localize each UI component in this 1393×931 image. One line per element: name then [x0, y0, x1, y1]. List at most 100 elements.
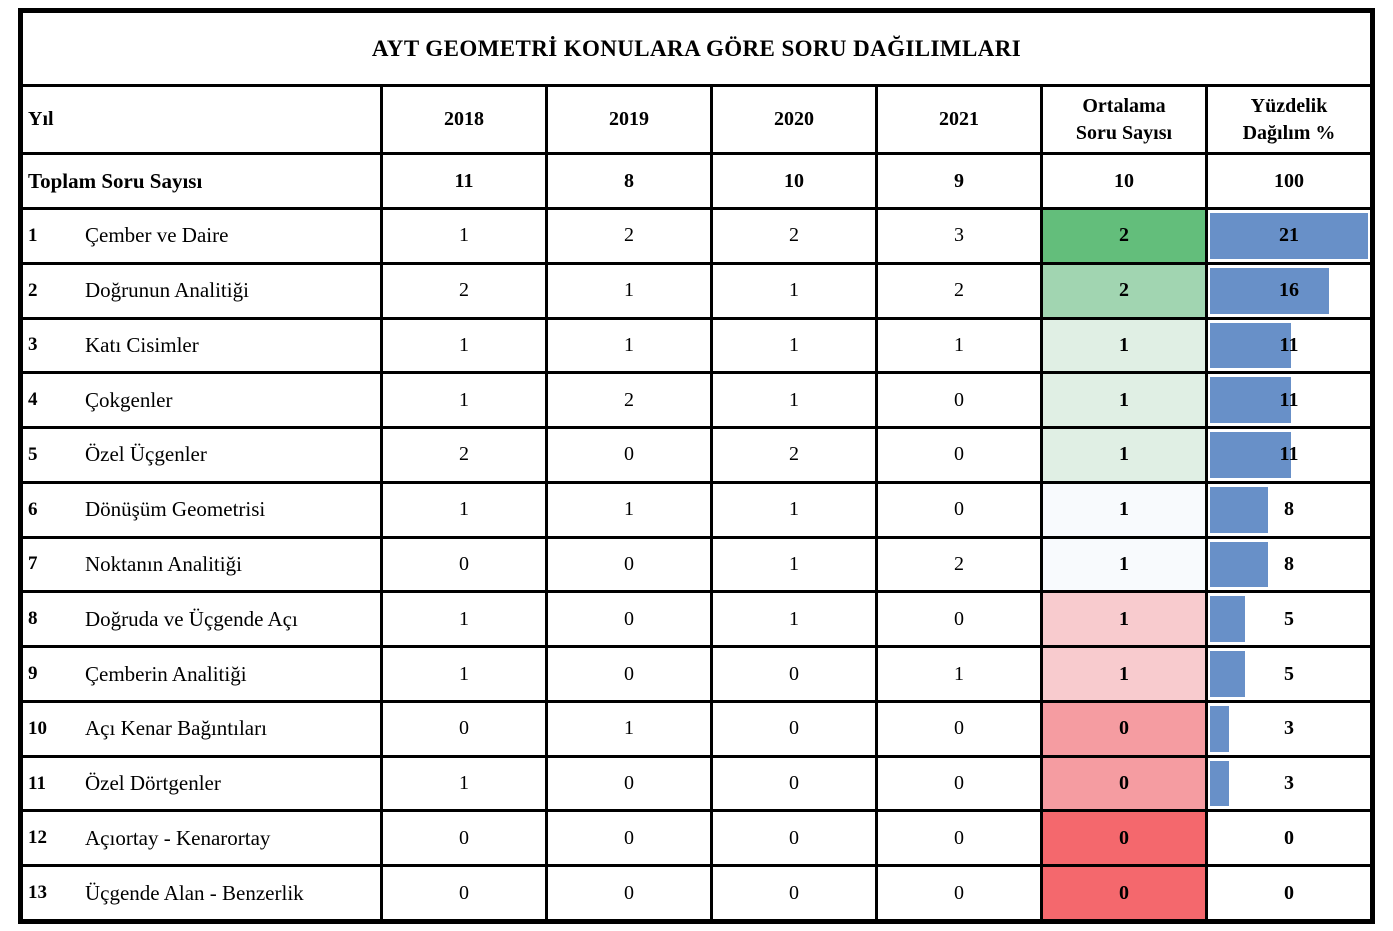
- percent-value: 5: [1284, 662, 1294, 685]
- year-2020-value: 1: [713, 264, 875, 317]
- year-2021-value: 0: [878, 374, 1040, 427]
- topic-name: Açıortay - Kenarortay: [85, 825, 271, 850]
- percent-cell: 11: [1208, 319, 1370, 372]
- year-2019-value: 0: [548, 429, 710, 481]
- topic-name: Çokgenler: [85, 387, 173, 412]
- year-2020-value: 1: [713, 374, 875, 427]
- year-2021-value: 0: [878, 702, 1040, 755]
- percent-value: 0: [1284, 826, 1294, 849]
- year-2021-value: 0: [878, 812, 1040, 865]
- percent-cell: 5: [1208, 648, 1370, 700]
- year-2021-value: 0: [878, 483, 1040, 536]
- average-value-cell: 1: [1043, 648, 1205, 700]
- year-2019-value: 1: [548, 264, 710, 317]
- column-header-2019: 2019: [548, 87, 710, 152]
- average-value-cell: 1: [1043, 429, 1205, 481]
- row-number: 8: [28, 608, 38, 630]
- topic-name: Açı Kenar Bağıntıları: [85, 716, 267, 741]
- row-number: 5: [28, 443, 38, 465]
- percent-value: 5: [1284, 607, 1294, 630]
- topic-cell: 7 Noktanın Analitiği: [23, 538, 380, 591]
- percent-value: 3: [1284, 717, 1294, 740]
- row-number: 13: [28, 882, 47, 904]
- year-2018-value: 0: [383, 538, 545, 591]
- year-2019-value: 2: [548, 210, 710, 262]
- percent-value: 11: [1279, 333, 1299, 356]
- year-2020-value: 1: [713, 593, 875, 646]
- year-2020-value: 0: [713, 702, 875, 755]
- topic-name: Katı Cisimler: [85, 332, 199, 357]
- year-2018-value: 0: [383, 812, 545, 865]
- table-title: AYT GEOMETRİ KONULARA GÖRE SORU DAĞILIML…: [23, 13, 1370, 84]
- percent-data-bar: [1210, 651, 1245, 697]
- topic-name: Noktanın Analitiği: [85, 551, 242, 576]
- percent-value: 3: [1284, 772, 1294, 795]
- percent-cell: 11: [1208, 429, 1370, 481]
- percent-data-bar: [1210, 486, 1268, 533]
- column-header-2020: 2020: [713, 87, 875, 152]
- percent-cell: 0: [1208, 812, 1370, 865]
- year-2019-value: 0: [548, 593, 710, 646]
- row-number: 3: [28, 334, 38, 356]
- average-value-cell: 0: [1043, 812, 1205, 865]
- year-2019-value: 1: [548, 319, 710, 372]
- year-2020-value: 0: [713, 812, 875, 865]
- year-2021-value: 0: [878, 429, 1040, 481]
- topic-name: Dönüşüm Geometrisi: [85, 497, 266, 522]
- percent-cell: 0: [1208, 867, 1370, 919]
- row-number: 1: [28, 224, 38, 246]
- percent-cell: 11: [1208, 374, 1370, 427]
- topic-name: Çember ve Daire: [85, 223, 229, 248]
- percent-cell: 5: [1208, 593, 1370, 646]
- average-value-cell: 2: [1043, 264, 1205, 317]
- year-2018-value: 0: [383, 702, 545, 755]
- percent-data-bar: [1210, 541, 1268, 588]
- topic-cell: 4 Çokgenler: [23, 374, 380, 427]
- year-2019-value: 0: [548, 867, 710, 919]
- row-number: 11: [28, 772, 46, 794]
- totals-2021: 9: [878, 155, 1040, 207]
- topic-cell: 1 Çember ve Daire: [23, 210, 380, 262]
- average-value-cell: 0: [1043, 702, 1205, 755]
- year-2021-value: 1: [878, 319, 1040, 372]
- totals-2018: 11: [383, 155, 545, 207]
- year-2021-value: 2: [878, 538, 1040, 591]
- year-2019-value: 0: [548, 538, 710, 591]
- percent-value: 8: [1284, 552, 1294, 575]
- year-2021-value: 0: [878, 757, 1040, 810]
- row-number: 9: [28, 663, 38, 685]
- year-2019-value: 0: [548, 812, 710, 865]
- year-2020-value: 1: [713, 483, 875, 536]
- average-value-cell: 0: [1043, 757, 1205, 810]
- average-header-line2: Soru Sayısı: [1075, 121, 1173, 144]
- topic-cell: 5 Özel Üçgenler: [23, 429, 380, 481]
- year-2018-value: 0: [383, 867, 545, 919]
- percent-value: 16: [1279, 279, 1299, 302]
- year-2020-value: 2: [713, 429, 875, 481]
- average-value-cell: 1: [1043, 593, 1205, 646]
- year-2019-value: 0: [548, 648, 710, 700]
- year-2019-value: 2: [548, 374, 710, 427]
- year-header-label: Yıl: [23, 87, 380, 152]
- topic-cell: 2 Doğrunun Analitiği: [23, 264, 380, 317]
- topic-cell: 9 Çemberin Analitiği: [23, 648, 380, 700]
- year-2019-value: 0: [548, 757, 710, 810]
- year-2021-value: 3: [878, 210, 1040, 262]
- topic-name: Doğrunun Analitiği: [85, 278, 249, 303]
- totals-2019: 8: [548, 155, 710, 207]
- percent-value: 21: [1279, 224, 1299, 247]
- row-number: 7: [28, 553, 38, 575]
- topic-cell: 12 Açıortay - Kenarortay: [23, 812, 380, 865]
- percent-data-bar: [1210, 760, 1230, 807]
- year-2021-value: 2: [878, 264, 1040, 317]
- year-2021-value: 0: [878, 867, 1040, 919]
- totals-average: 10: [1043, 155, 1205, 207]
- percent-data-bar: [1210, 213, 1368, 259]
- percent-header-line1: Yüzdelik: [1250, 95, 1328, 118]
- year-2018-value: 1: [383, 210, 545, 262]
- topic-name: Özel Dörtgenler: [85, 771, 221, 796]
- year-2018-value: 1: [383, 319, 545, 372]
- year-2020-value: 0: [713, 648, 875, 700]
- percent-data-bar: [1210, 432, 1291, 478]
- column-header-2021: 2021: [878, 87, 1040, 152]
